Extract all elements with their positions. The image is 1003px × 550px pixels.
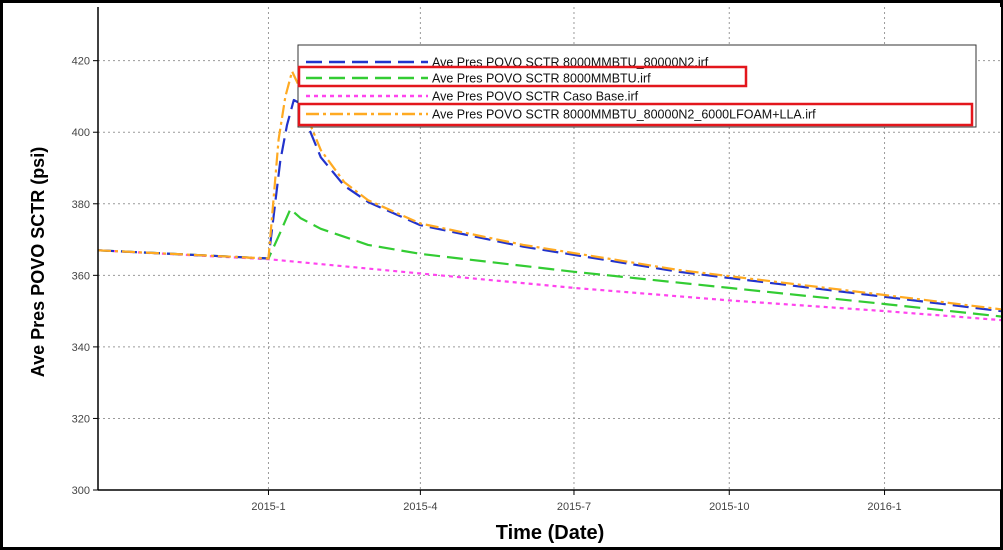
x-tick-label: 2015-1	[251, 501, 285, 513]
y-tick-label: 300	[72, 485, 90, 497]
series-line-1	[97, 98, 1002, 313]
series-lines	[97, 70, 1002, 322]
x-tick-label: 2016-1	[867, 501, 901, 513]
x-axis-title: Time (Date)	[496, 522, 605, 544]
series-line-4	[97, 70, 1002, 311]
y-tick-label: 340	[72, 342, 90, 354]
legend-label-2: Ave Pres POVO SCTR 8000MMBTU.irf	[432, 72, 651, 86]
y-tick-label: 360	[72, 270, 90, 282]
y-tick-label: 400	[72, 127, 90, 139]
y-tick-label: 380	[72, 199, 90, 211]
axis-ticks: 300 320 340 360 380 400 420 2015-1 2015-4 2015-7 2…	[72, 56, 902, 513]
x-tick-label: 2015-10	[709, 501, 749, 513]
legend-label-4: Ave Pres POVO SCTR 8000MMBTU_80000N2_600…	[432, 108, 816, 122]
legend-highlight-box	[297, 102, 974, 127]
x-tick-label: 2015-4	[403, 501, 437, 513]
legend: Ave Pres POVO SCTR 8000MMBTU_80000N2.irf…	[297, 44, 977, 128]
y-axis-title: Ave Pres POVO SCTR (psi)	[28, 147, 48, 377]
x-tick-label: 2015-7	[557, 501, 591, 513]
legend-label-3: Ave Pres POVO SCTR Caso Base.irf	[432, 90, 639, 104]
y-tick-label: 320	[72, 413, 90, 425]
series-line-2	[97, 208, 1002, 318]
y-tick-label: 420	[72, 56, 90, 68]
legend-highlight-box	[297, 65, 748, 88]
